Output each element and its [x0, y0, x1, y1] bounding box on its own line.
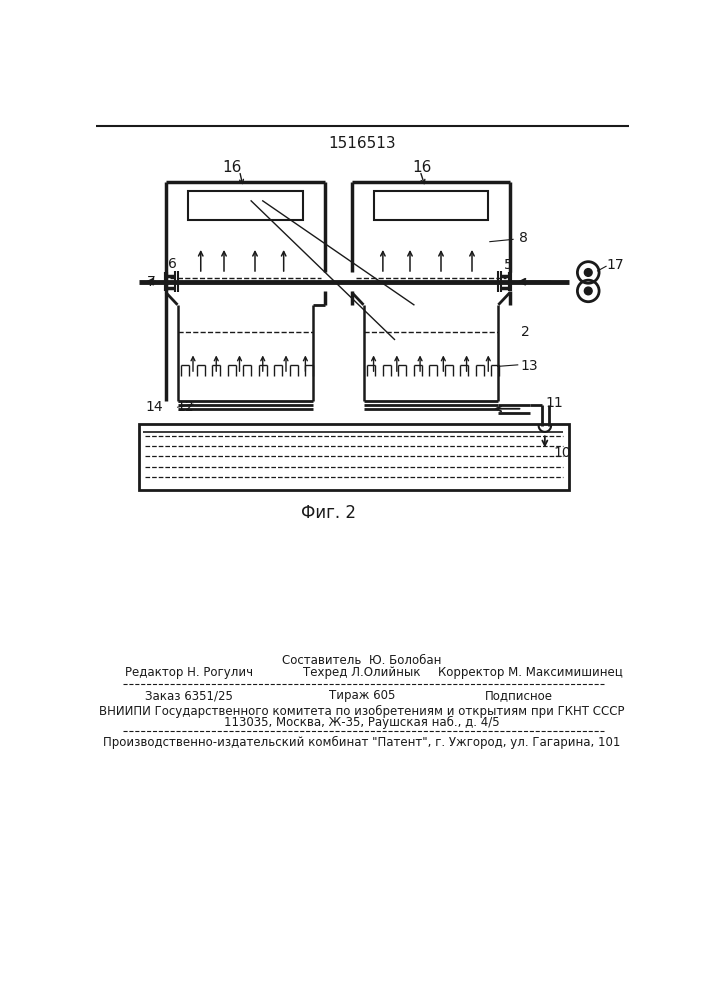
Bar: [139, 424, 569, 490]
Text: Заказ 6351/25: Заказ 6351/25: [145, 689, 233, 702]
Text: Производственно-издательский комбинат "Патент", г. Ужгород, ул. Гагарина, 101: Производственно-издательский комбинат "П…: [103, 736, 621, 749]
Text: 7: 7: [147, 275, 156, 289]
Text: 12: 12: [176, 400, 194, 414]
Text: Корректор М. Максимишинец: Корректор М. Максимишинец: [438, 666, 622, 679]
Text: Тираж 605: Тираж 605: [329, 689, 395, 702]
Circle shape: [585, 269, 592, 276]
Text: 2: 2: [521, 325, 530, 339]
Text: Подписное: Подписное: [484, 689, 552, 702]
Text: 1516513: 1516513: [328, 136, 396, 151]
Bar: [373, 191, 489, 220]
Text: 113035, Москва, Ж-35, Раушская наб., д. 4/5: 113035, Москва, Ж-35, Раушская наб., д. …: [224, 716, 500, 729]
Circle shape: [585, 287, 592, 295]
Text: Техред Л.Олийнык: Техред Л.Олийнык: [303, 666, 421, 679]
Text: 13: 13: [521, 359, 539, 373]
Text: Редактор Н. Рогулич: Редактор Н. Рогулич: [125, 666, 253, 679]
Text: 8: 8: [519, 231, 528, 245]
Text: Составитель  Ю. Болобан: Составитель Ю. Болобан: [282, 654, 442, 667]
Text: 11: 11: [546, 396, 563, 410]
Text: 10: 10: [554, 446, 571, 460]
Text: 17: 17: [606, 258, 624, 272]
Bar: [187, 191, 303, 220]
Text: 16: 16: [222, 160, 241, 175]
Text: 5: 5: [504, 258, 513, 272]
Text: 16: 16: [412, 160, 431, 175]
Text: 6: 6: [168, 257, 177, 271]
Text: 14: 14: [146, 400, 163, 414]
Text: Фиг. 2: Фиг. 2: [301, 504, 356, 522]
Text: ВНИИПИ Государственного комитета по изобретениям и открытиям при ГКНТ СССР: ВНИИПИ Государственного комитета по изоб…: [99, 705, 625, 718]
